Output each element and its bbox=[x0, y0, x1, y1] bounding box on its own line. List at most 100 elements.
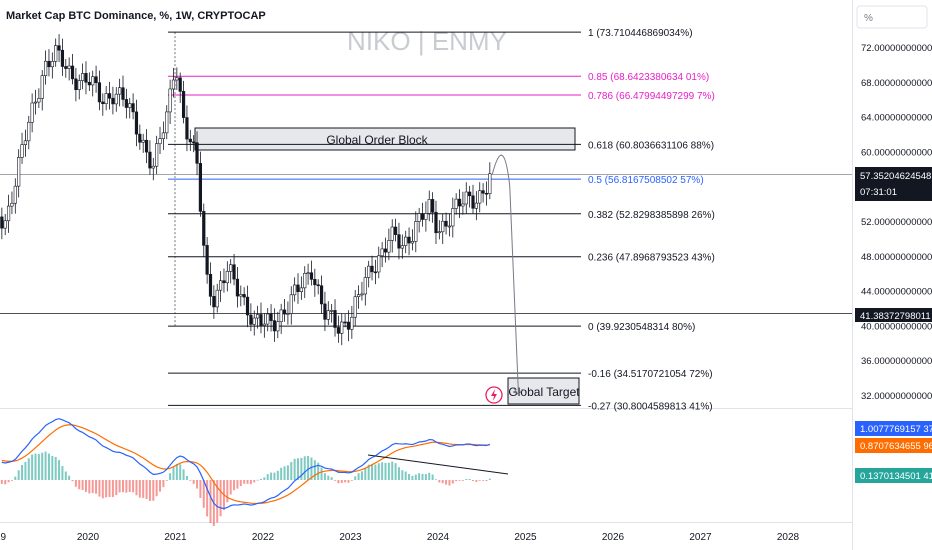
candle-body bbox=[266, 313, 270, 325]
candle-body bbox=[165, 111, 169, 134]
candle-body bbox=[293, 284, 297, 296]
candle-body bbox=[289, 294, 293, 314]
candle-body bbox=[111, 97, 115, 105]
fib-level-label: -0.16 (34.5170721054 72%) bbox=[588, 369, 713, 380]
global-target-label: Global Target bbox=[508, 385, 580, 399]
macd-histogram-bar bbox=[175, 463, 178, 480]
candle-body bbox=[13, 185, 17, 204]
macd-histogram-bar bbox=[216, 480, 219, 523]
macd-histogram-bar bbox=[0, 480, 3, 484]
candle-body bbox=[276, 321, 280, 332]
macd-histogram-bar bbox=[219, 480, 222, 517]
candle-body bbox=[360, 293, 364, 296]
candle-body bbox=[57, 45, 61, 51]
macd-histogram-bar bbox=[196, 480, 199, 489]
candle-body bbox=[43, 60, 48, 77]
price-tick-label: 40.0000000000000% bbox=[861, 321, 932, 332]
candle-body bbox=[40, 75, 44, 99]
global-target-box[interactable] bbox=[507, 377, 580, 405]
candle-body bbox=[94, 76, 98, 83]
macd-histogram-bar bbox=[44, 451, 47, 480]
candle-body bbox=[488, 173, 492, 195]
candle-body bbox=[441, 220, 445, 233]
candle-body bbox=[313, 279, 317, 286]
time-axis[interactable]: 19 2020 2021 2022 2023 2024 2025 2026 2027 2028 bbox=[0, 532, 800, 543]
macd-histogram-bar bbox=[354, 476, 357, 480]
macd-histogram-bar bbox=[330, 477, 333, 480]
candle-body bbox=[400, 245, 404, 249]
candle-body bbox=[471, 195, 475, 209]
macd-histogram-bar bbox=[472, 480, 474, 482]
macd-histogram-bar bbox=[367, 464, 370, 480]
macd-histogram-bar bbox=[371, 464, 374, 480]
price-tick-label: 68.0000000000000% bbox=[861, 78, 932, 89]
candle-body bbox=[478, 190, 482, 204]
candle-body bbox=[141, 139, 145, 143]
candle-body bbox=[107, 93, 112, 99]
candle-body bbox=[74, 78, 78, 90]
fibonacci-retracement[interactable]: 1 (73.710446869034%) 0.85 (68.6423380634 … bbox=[0, 28, 852, 412]
macd-histogram-bar bbox=[249, 480, 252, 485]
candle-body bbox=[410, 241, 415, 244]
candle-body bbox=[70, 65, 75, 80]
macd-histogram-bar bbox=[441, 480, 444, 484]
global-order-block-label: Global Order Block bbox=[326, 133, 428, 147]
candle-body bbox=[91, 76, 95, 86]
scale-mode-button[interactable] bbox=[856, 5, 928, 29]
macd-histogram-bar bbox=[115, 480, 118, 496]
macd-histogram-bar bbox=[438, 480, 441, 483]
macd-histogram-bar bbox=[448, 480, 451, 486]
macd-histogram-bar bbox=[111, 480, 114, 498]
candle-body bbox=[407, 236, 411, 244]
macd-histogram-bar bbox=[128, 480, 131, 492]
chart-title: Market Cap BTC Dominance, %, 1W, CRYPTOC… bbox=[6, 10, 266, 22]
candle-body bbox=[367, 265, 371, 278]
macd-histogram-bar bbox=[142, 480, 145, 498]
projection-path[interactable] bbox=[491, 154, 523, 396]
macd-trendline[interactable] bbox=[367, 454, 509, 475]
candle-body bbox=[225, 271, 229, 284]
macd-histogram-bar bbox=[31, 454, 34, 480]
candle-body bbox=[101, 101, 105, 104]
candle-body bbox=[417, 213, 421, 222]
price-axis[interactable]: 72.0000000000000% 68.0000000000000% 64.000… bbox=[861, 43, 932, 402]
macd-histogram-bar bbox=[135, 480, 138, 496]
candle-body bbox=[245, 296, 250, 316]
candle-body bbox=[121, 87, 125, 100]
projection-line[interactable] bbox=[491, 154, 519, 396]
candle-body bbox=[427, 199, 431, 214]
candle-body bbox=[181, 91, 186, 118]
candle-body bbox=[77, 80, 81, 90]
candle-body bbox=[363, 277, 367, 295]
candle-body bbox=[10, 202, 14, 207]
macd-histogram-bar bbox=[468, 478, 471, 480]
macd-histogram-bar bbox=[293, 458, 296, 480]
macd-histogram-bar bbox=[360, 471, 363, 480]
candle-body bbox=[23, 140, 28, 145]
lightning-icon[interactable] bbox=[485, 386, 503, 404]
macd-histogram-bar bbox=[7, 480, 10, 483]
candle-body bbox=[259, 314, 263, 326]
macd-line bbox=[1, 418, 491, 510]
macd-histogram-bar bbox=[165, 480, 168, 481]
macd-histogram-bar bbox=[91, 480, 94, 494]
macd-histogram-bar bbox=[64, 471, 67, 480]
candle-body bbox=[67, 65, 71, 69]
candle-body bbox=[192, 141, 196, 144]
macd-histogram-bar bbox=[253, 480, 256, 483]
candle-body bbox=[27, 121, 31, 142]
macd-histogram-bar bbox=[24, 461, 27, 480]
macd-histogram-bar bbox=[10, 480, 13, 481]
macd-histogram-bar bbox=[397, 467, 400, 480]
candle-body bbox=[323, 303, 327, 320]
macd-histogram-bar bbox=[374, 464, 377, 480]
macd-histogram-bar bbox=[58, 460, 61, 480]
macd-value-label: 1.0077769157 37% bbox=[860, 424, 932, 435]
macd-histogram-bar bbox=[451, 480, 454, 484]
time-tick-label: 2023 bbox=[339, 532, 362, 543]
macd-histogram-bar bbox=[162, 480, 165, 488]
candle-body bbox=[333, 310, 337, 328]
macd-histogram-bar bbox=[54, 456, 57, 480]
candle-body bbox=[168, 88, 172, 113]
